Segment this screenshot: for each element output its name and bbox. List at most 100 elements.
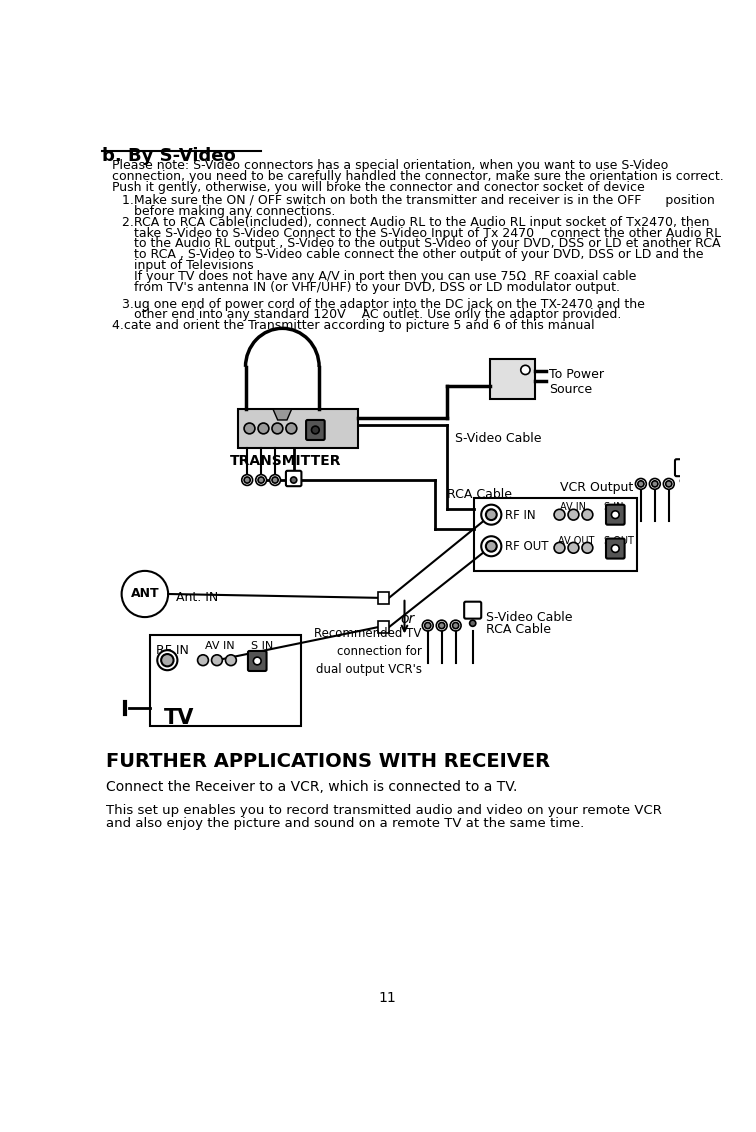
Circle shape <box>568 542 579 554</box>
Circle shape <box>253 658 261 664</box>
Circle shape <box>272 423 283 434</box>
FancyBboxPatch shape <box>238 409 358 447</box>
Text: 3.ug one end of power cord of the adaptor into the DC jack on the TX-2470 and th: 3.ug one end of power cord of the adapto… <box>122 298 645 310</box>
Text: VCR Output: VCR Output <box>560 481 633 494</box>
Circle shape <box>554 509 565 520</box>
Text: S IN: S IN <box>605 501 624 512</box>
Circle shape <box>122 571 168 617</box>
Circle shape <box>482 505 501 525</box>
Circle shape <box>554 542 565 554</box>
Circle shape <box>649 479 660 489</box>
Text: AV OUT: AV OUT <box>558 537 594 547</box>
FancyBboxPatch shape <box>474 498 637 571</box>
Circle shape <box>197 654 209 666</box>
Text: Connect the Receiver to a VCR, which is connected to a TV.: Connect the Receiver to a VCR, which is … <box>106 780 518 794</box>
Circle shape <box>290 477 297 483</box>
Circle shape <box>286 423 297 434</box>
Text: If your TV does not have any A/V in port then you can use 75Ω  RF coaxial cable: If your TV does not have any A/V in port… <box>122 269 636 283</box>
Text: RF IN: RF IN <box>505 508 536 522</box>
Text: input of Televisions: input of Televisions <box>122 259 253 272</box>
Circle shape <box>521 366 530 375</box>
Text: from TV's antenna IN (or VHF/UHF) to your DVD, DSS or LD modulator output.: from TV's antenna IN (or VHF/UHF) to you… <box>122 281 620 293</box>
Circle shape <box>256 474 267 486</box>
Circle shape <box>612 544 619 552</box>
Text: S IN: S IN <box>251 641 274 651</box>
Text: TV: TV <box>164 708 194 728</box>
Text: TRANSMITTER: TRANSMITTER <box>230 454 342 468</box>
Circle shape <box>486 509 497 520</box>
Text: FURTHER APPLICATIONS WITH RECEIVER: FURTHER APPLICATIONS WITH RECEIVER <box>106 752 550 771</box>
Polygon shape <box>273 409 292 420</box>
FancyBboxPatch shape <box>248 651 267 671</box>
Circle shape <box>482 537 501 556</box>
Circle shape <box>436 620 447 631</box>
Text: S OUT: S OUT <box>605 537 634 547</box>
Text: take S-Video to S-Video Connect to the S-Video Input of Tx 2470    connect the o: take S-Video to S-Video Connect to the S… <box>122 226 720 240</box>
Text: RCA Cable: RCA Cable <box>486 623 551 636</box>
FancyBboxPatch shape <box>378 592 389 604</box>
Text: RF OUT: RF OUT <box>505 540 549 554</box>
FancyBboxPatch shape <box>306 420 324 440</box>
FancyBboxPatch shape <box>606 505 624 525</box>
FancyBboxPatch shape <box>378 621 389 633</box>
Text: other end into any standard 120V    AC outlet. Use only the adaptor provided.: other end into any standard 120V AC outl… <box>122 308 621 321</box>
Circle shape <box>258 423 269 434</box>
Text: S-Video Cable: S-Video Cable <box>486 611 572 625</box>
Text: Please note: S-Video connectors has a special orientation, when you want to use : Please note: S-Video connectors has a sp… <box>112 158 668 172</box>
Text: or: or <box>401 611 415 626</box>
Text: To Power
Source: To Power Source <box>549 368 603 396</box>
Text: 4.cate and orient the Transmitter according to picture 5 and 6 of this manual: 4.cate and orient the Transmitter accord… <box>112 319 594 332</box>
Text: RCA Cable: RCA Cable <box>447 488 512 500</box>
FancyBboxPatch shape <box>675 460 692 477</box>
Circle shape <box>636 479 646 489</box>
FancyBboxPatch shape <box>606 539 624 558</box>
Circle shape <box>582 509 593 520</box>
Text: before making any connections.: before making any connections. <box>122 205 335 218</box>
Circle shape <box>157 650 178 670</box>
Text: and also enjoy the picture and sound on a remote TV at the same time.: and also enjoy the picture and sound on … <box>106 817 584 830</box>
Circle shape <box>663 479 674 489</box>
Circle shape <box>242 474 253 486</box>
Text: 11: 11 <box>379 990 396 1004</box>
Text: ANT: ANT <box>131 588 160 600</box>
Circle shape <box>311 426 319 434</box>
Text: Recommended TV
connection for
dual output VCR's: Recommended TV connection for dual outpu… <box>314 627 422 676</box>
Text: to the Audio RL output , S-Video to the output S-Video of your DVD, DSS or LD et: to the Audio RL output , S-Video to the … <box>122 238 720 250</box>
Text: to RCA , S-Video to S-Video cable connect the other output of your DVD, DSS or L: to RCA , S-Video to S-Video cable connec… <box>122 248 703 261</box>
FancyBboxPatch shape <box>490 359 534 400</box>
Circle shape <box>451 620 461 631</box>
Circle shape <box>680 478 686 483</box>
Circle shape <box>244 477 250 483</box>
Circle shape <box>438 623 445 628</box>
Circle shape <box>244 423 255 434</box>
Circle shape <box>453 623 459 628</box>
Text: AV IN: AV IN <box>559 501 585 512</box>
Text: This set up enables you to record transmitted audio and video on your remote VCR: This set up enables you to record transm… <box>106 804 662 817</box>
Text: RF IN: RF IN <box>156 644 189 657</box>
Text: b. By S-Video: b. By S-Video <box>102 147 236 165</box>
Circle shape <box>425 623 431 628</box>
Circle shape <box>212 654 222 666</box>
Circle shape <box>423 620 433 631</box>
Circle shape <box>652 481 658 487</box>
Circle shape <box>161 654 174 667</box>
Text: connection, you need to be carefully handled the connector, make sure the orient: connection, you need to be carefully han… <box>112 170 723 182</box>
Text: S-Video Cable: S-Video Cable <box>455 432 541 445</box>
Circle shape <box>469 620 476 626</box>
Circle shape <box>225 654 237 666</box>
Circle shape <box>486 541 497 551</box>
FancyBboxPatch shape <box>464 602 482 618</box>
Circle shape <box>568 509 579 520</box>
Circle shape <box>270 474 280 486</box>
Text: 1.Make sure the ON / OFF switch on both the transmitter and receiver is in the O: 1.Make sure the ON / OFF switch on both … <box>122 195 714 207</box>
Circle shape <box>272 477 278 483</box>
Circle shape <box>258 477 265 483</box>
FancyBboxPatch shape <box>150 635 302 726</box>
Text: AV IN: AV IN <box>205 641 234 651</box>
Circle shape <box>612 511 619 518</box>
Text: 2.RCA to RCA Cable(included), connect Audio RL to the Audio RL input socket of T: 2.RCA to RCA Cable(included), connect Au… <box>122 216 709 229</box>
Text: Ant. IN: Ant. IN <box>176 591 218 604</box>
Circle shape <box>666 481 672 487</box>
Circle shape <box>638 481 644 487</box>
Circle shape <box>582 542 593 554</box>
